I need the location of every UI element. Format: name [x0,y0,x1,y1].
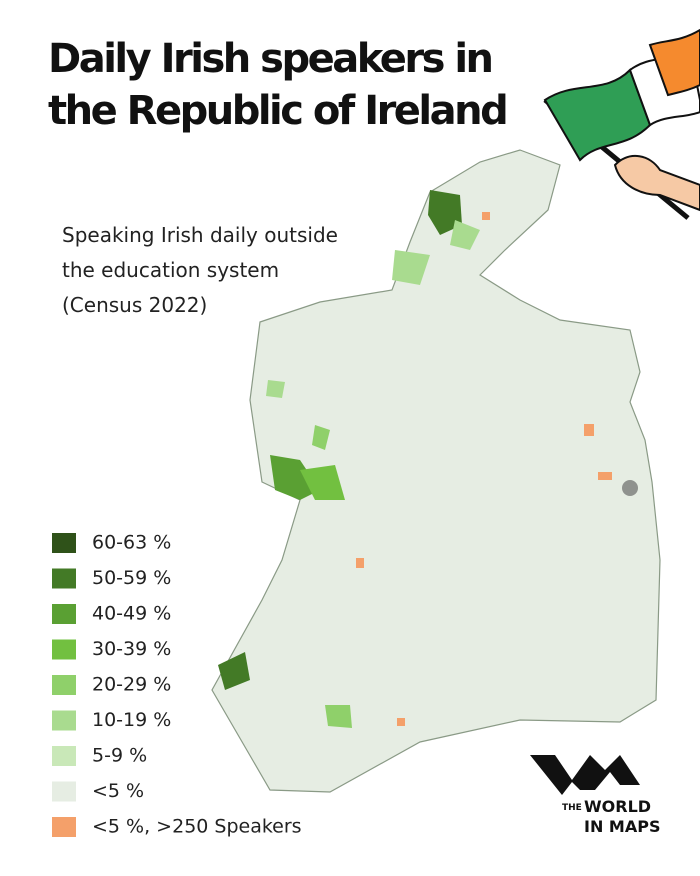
flag-illustration [543,28,700,220]
subtitle-line: Speaking Irish daily outside [62,223,338,247]
legend-label: <5 % [92,780,144,802]
ireland-map [211,149,661,793]
legend-label: 20-29 % [92,674,171,696]
legend-label: 50-59 % [92,567,171,589]
legend-label: <5 %, >250 Speakers [92,816,302,838]
legend-label: 40-49 % [92,603,171,625]
logo-text: IN MAPS [584,817,660,836]
title-line: the Republic of Ireland [48,88,506,134]
legend-swatch [52,817,76,837]
title-line: Daily Irish speakers in [48,36,492,82]
legend-swatch [52,639,76,660]
legend-swatch [52,746,76,766]
legend-swatch [52,675,76,695]
logo-text: THE [562,803,582,813]
subtitle-line: (Census 2022) [62,293,207,317]
legend: 60-63 % 50-59 % 40-49 % 30-39 % 20-29 % 10-19… [52,532,302,838]
legend-label: 5-9 % [92,745,147,767]
legend-label: 10-19 % [92,709,171,731]
legend-swatch [52,604,76,624]
legend-label: 60-63 % [92,532,171,554]
legend-swatch [52,568,76,589]
logo-text: WORLD [584,797,651,816]
legend-swatch [52,710,76,731]
subtitle-line: the education system [62,258,279,282]
legend-label: 30-39 % [92,638,171,660]
logo: THE WORLD IN MAPS [530,755,660,836]
legend-swatch [52,781,76,802]
legend-swatch [52,533,76,553]
